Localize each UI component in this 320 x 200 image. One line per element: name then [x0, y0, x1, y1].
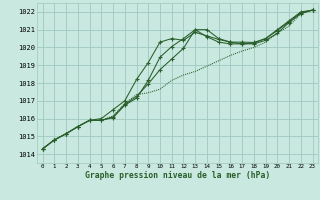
X-axis label: Graphe pression niveau de la mer (hPa): Graphe pression niveau de la mer (hPa) — [85, 171, 270, 180]
